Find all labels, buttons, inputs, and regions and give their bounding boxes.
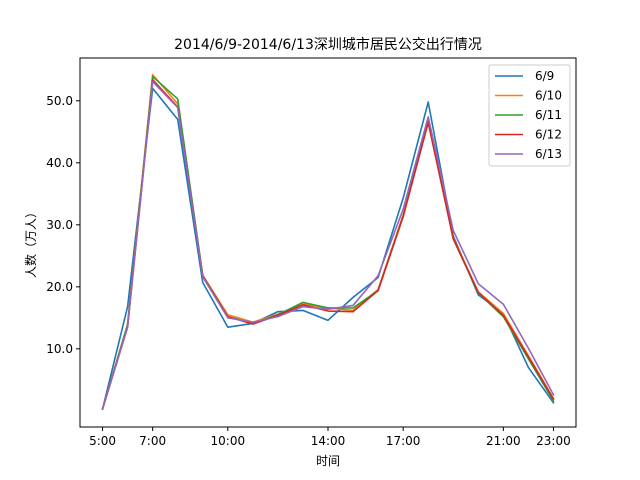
x-axis-label: 时间 — [316, 454, 340, 468]
y-tick-label: 50.0 — [46, 94, 73, 108]
legend-label-5: 6/13 — [535, 147, 562, 161]
x-tick-label: 7:00 — [139, 434, 166, 448]
legend-label-1: 6/9 — [535, 69, 554, 83]
x-tick-label: 14:00 — [311, 434, 346, 448]
x-tick-label: 23:00 — [536, 434, 571, 448]
chart-title: 2014/6/9-2014/6/13深圳城市居民公交出行情况 — [174, 36, 482, 53]
legend-box — [488, 64, 571, 167]
legend: 6/9 6/10 6/11 6/12 6/13 — [488, 64, 571, 167]
y-axis-label: 人数（万人） — [23, 206, 38, 278]
legend-label-4: 6/12 — [535, 128, 562, 142]
series-line-2 — [101, 73, 555, 411]
series-layer — [101, 73, 555, 411]
x-tick-label: 10:00 — [211, 434, 246, 448]
series-line-3 — [101, 75, 555, 411]
y-tick-label: 40.0 — [46, 156, 73, 170]
legend-label-2: 6/10 — [535, 89, 562, 103]
series-line-5 — [101, 80, 555, 411]
series-line-1 — [101, 87, 555, 410]
y-tick-label: 10.0 — [46, 342, 73, 356]
legend-label-3: 6/11 — [535, 108, 562, 122]
y-tick-label: 30.0 — [46, 218, 73, 232]
y-tick-label: 20.0 — [46, 280, 73, 294]
y-axis: 10.0 20.0 30.0 40.0 50.0 — [46, 94, 80, 356]
series-line-4 — [101, 78, 555, 411]
x-tick-label: 17:00 — [386, 434, 421, 448]
x-axis: 5:00 7:00 10:00 14:00 17:00 21:00 23:00 — [89, 427, 571, 448]
x-tick-label: 5:00 — [89, 434, 116, 448]
x-tick-label: 21:00 — [486, 434, 521, 448]
